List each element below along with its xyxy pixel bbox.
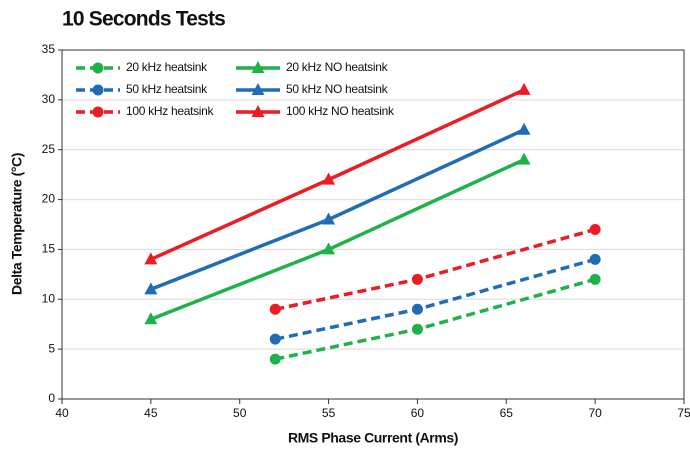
x-tick-label: 40 (55, 406, 69, 420)
legend-marker (251, 61, 265, 73)
data-point (517, 152, 531, 165)
legend-marker (92, 62, 104, 74)
data-point (144, 252, 158, 265)
legend-marker (251, 83, 265, 95)
y-tick-label: 10 (42, 291, 56, 305)
data-line (274, 227, 596, 311)
data-point (269, 353, 281, 365)
x-tick-label: 65 (500, 406, 514, 420)
data-point (322, 212, 336, 225)
y-tick-label: 0 (48, 391, 55, 405)
x-tick-label: 70 (588, 406, 602, 420)
data-line (274, 277, 596, 361)
data-point (322, 172, 336, 185)
y-tick-label: 30 (42, 92, 56, 106)
legend-label: 50 kHz heatsink (126, 82, 208, 96)
x-tick-label: 55 (322, 406, 336, 420)
plot-frame (61, 49, 685, 400)
data-point (411, 303, 423, 315)
data-point (269, 303, 281, 315)
data-point (144, 282, 158, 295)
legend-label: 100 kHz NO heatsink (286, 104, 395, 118)
data-point (144, 312, 158, 325)
y-axis-label: Delta Temperature (°C) (9, 153, 25, 295)
data-point (517, 82, 531, 95)
x-tick-label: 75 (677, 406, 690, 420)
legend-label: 20 kHz heatsink (126, 60, 208, 74)
data-point (269, 333, 281, 345)
x-tick-label: 60 (411, 406, 425, 420)
x-tick-label: 50 (233, 406, 247, 420)
y-tick-label: 25 (42, 142, 56, 156)
legend-marker (251, 105, 265, 117)
legend-marker (92, 84, 104, 96)
y-tick-label: 15 (42, 242, 56, 256)
y-tick-label: 5 (48, 341, 55, 355)
data-point (322, 242, 336, 255)
data-point (589, 223, 601, 235)
y-tick-label: 20 (42, 192, 56, 206)
x-tick-label: 45 (144, 406, 158, 420)
legend-marker (92, 106, 104, 118)
data-point (517, 122, 531, 135)
data-point (589, 273, 601, 285)
data-point (411, 273, 423, 285)
legend-label: 50 kHz NO heatsink (286, 82, 389, 96)
data-point (411, 323, 423, 335)
chart-title: 10 Seconds Tests (62, 8, 225, 31)
legend-label: 100 kHz heatsink (126, 104, 215, 118)
x-axis-label: RMS Phase Current (Arms) (288, 430, 458, 446)
legend-label: 20 kHz NO heatsink (286, 60, 389, 74)
data-point (589, 253, 601, 265)
y-tick-label: 35 (42, 42, 56, 56)
